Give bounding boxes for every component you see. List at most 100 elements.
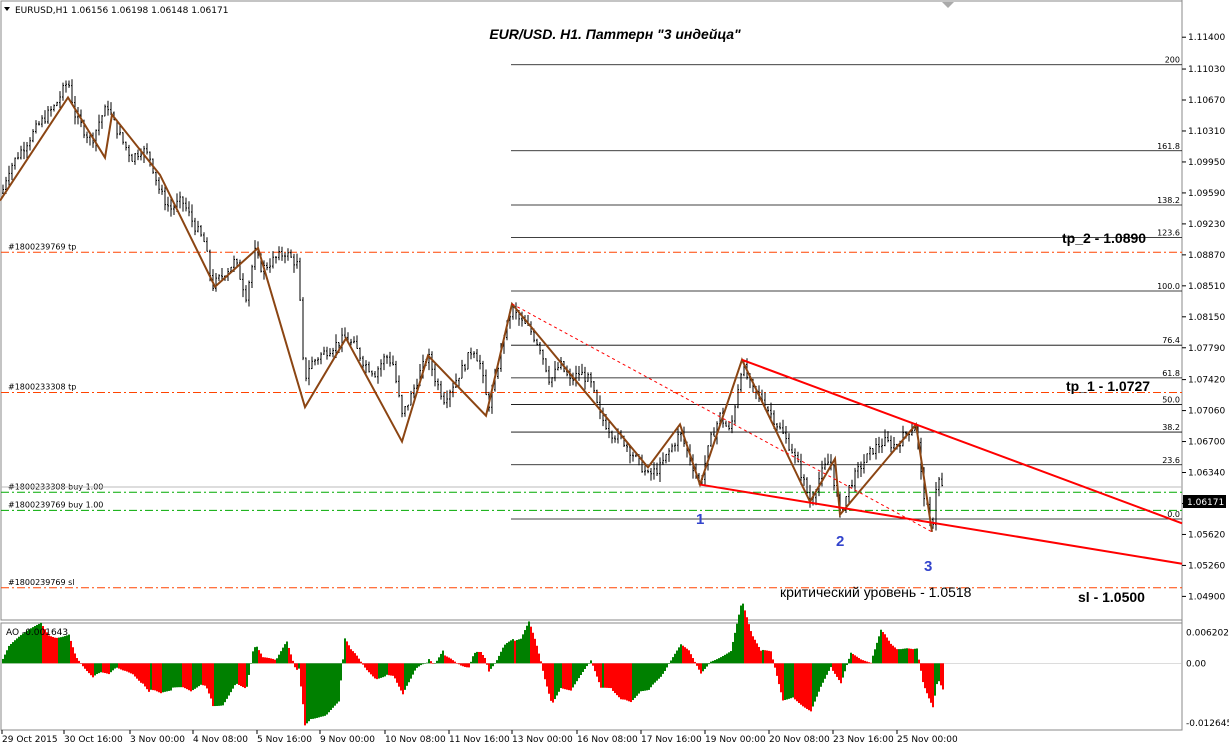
ao-bar (430, 661, 432, 664)
ao-bar (408, 663, 410, 683)
ao-bar (438, 657, 440, 664)
ao-bar (276, 658, 278, 664)
ao-bar (822, 663, 824, 683)
ao-bar (180, 663, 182, 688)
ao-bar (878, 636, 880, 664)
chart-title: EUR/USD. H1. Паттерн "3 индейца" (489, 26, 741, 42)
y-tick-label: 1.05260 (1188, 561, 1225, 571)
ao-bar (726, 653, 728, 664)
ao-bar (864, 660, 866, 664)
ao-bar (842, 663, 844, 678)
ao-bar (912, 649, 914, 664)
ao-bar (108, 663, 110, 675)
ao-bar (876, 642, 878, 664)
ao-bar (586, 663, 588, 667)
upper-wedge-line (741, 358, 1183, 525)
ao-bar (888, 640, 890, 664)
fibo-levels: 200 161.8 138.2 123.6 100.0 76.4 61.8 50.0 38.2 2… (511, 56, 1182, 520)
chart-menu-icon[interactable] (4, 7, 10, 11)
main-panel-frame (0, 0, 1183, 621)
ao-bar (762, 649, 764, 664)
ao-bar (704, 663, 706, 669)
ao-bar (402, 663, 404, 695)
ao-bar (522, 634, 524, 664)
ao-bar (22, 633, 24, 664)
ao-bar (746, 617, 748, 664)
shift-marker-icon[interactable] (942, 2, 954, 8)
ao-bar (14, 640, 16, 664)
ao-bar (120, 663, 122, 670)
ao-bar (804, 663, 806, 708)
ao-bar (894, 647, 896, 664)
y-tick-label: 1.08870 (1188, 251, 1225, 261)
ao-bar (202, 663, 204, 686)
ao-bar (738, 614, 740, 664)
fibo-label: 23.6 (1162, 456, 1180, 465)
ao-bar (646, 663, 648, 691)
ao-bar (660, 663, 662, 677)
ao-bar (20, 635, 22, 664)
ao-bar (504, 644, 506, 664)
ao-bar (662, 663, 664, 674)
ao-bar (242, 663, 244, 688)
ao-bar (52, 637, 54, 664)
ao-bar (96, 663, 98, 675)
ao-bar (730, 651, 732, 664)
ao-bar (280, 651, 282, 664)
ao-bar (936, 663, 938, 685)
ao-bar (124, 663, 126, 671)
ao-bar (50, 636, 52, 664)
ao-bar (686, 648, 688, 664)
ao-bar (322, 663, 324, 717)
ao-bar (466, 663, 468, 668)
ao-bar (70, 640, 72, 664)
ao-bar (714, 660, 716, 664)
ao-bar (772, 659, 774, 664)
ao-bar (502, 647, 504, 664)
ao-bar (626, 663, 628, 701)
ao-bar (554, 663, 556, 700)
ao-bar (814, 663, 816, 702)
ao-bar (234, 663, 236, 686)
ao-bar (552, 663, 554, 703)
ao-bar (484, 657, 486, 664)
ao-bar (798, 663, 800, 704)
ao-bar (320, 663, 322, 717)
ao-bar (606, 663, 608, 688)
ao-bar (472, 656, 474, 664)
y-tick-label: 1.06340 (1188, 469, 1225, 479)
ao-bar (592, 663, 594, 666)
ao-bar (450, 658, 452, 664)
x-tick-label: 30 Oct 16:00 (64, 735, 123, 745)
ao-bar (664, 663, 666, 672)
ao-bar (244, 663, 246, 689)
ao-bar (926, 663, 928, 694)
ao-bar (452, 660, 454, 664)
fibo-label: 200 (1165, 56, 1180, 65)
ao-bar (406, 663, 408, 686)
ao-bar (512, 639, 514, 664)
ao-bar (130, 663, 132, 674)
ao-bar (272, 658, 274, 664)
ao-bar (24, 632, 26, 664)
ao-bar (398, 663, 400, 687)
ao-bar (368, 663, 370, 673)
ao-bar (624, 663, 626, 700)
ao-bar (246, 663, 248, 687)
y-tick-label: 1.10310 (1188, 127, 1225, 137)
ao-bar (54, 637, 56, 664)
ao-bar (786, 663, 788, 700)
ao-bar (446, 656, 448, 664)
ao-bar (294, 663, 296, 668)
ao-bar (810, 663, 812, 712)
ao-bar (524, 630, 526, 664)
ao-bar (248, 663, 250, 675)
ao-bar (188, 663, 190, 691)
ao-bar (296, 663, 298, 670)
ao-bar (30, 628, 32, 664)
ao-bar (910, 648, 912, 664)
ao-bar (290, 654, 292, 664)
zigzag-line (0, 95, 933, 533)
